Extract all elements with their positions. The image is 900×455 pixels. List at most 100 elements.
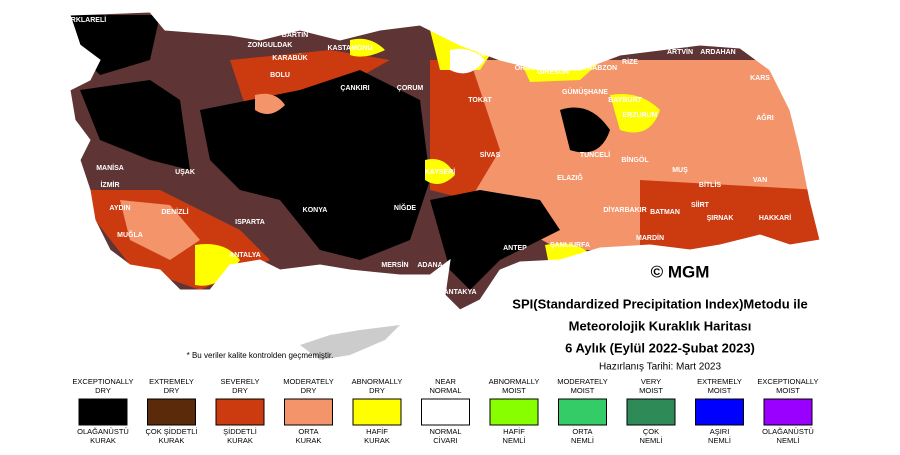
legend-label-tr: KURAK [364, 436, 390, 445]
city-label: MUŞ [672, 167, 688, 174]
city-label: ŞIRNAK [707, 215, 734, 222]
city-label: ÇANKIRI [340, 85, 369, 92]
legend-label-tr: CİVARI [433, 436, 457, 445]
city-label: ORDU [515, 65, 536, 72]
city-label: BOLU [270, 72, 290, 79]
title-line: SPI(Standardized Precipitation Index)Met… [512, 296, 807, 311]
legend-label-en: MODERATELY [557, 377, 608, 386]
title-line: Meteorolojik Kuraklık Haritası [569, 318, 752, 333]
legend-label-tr: NEMLİ [708, 436, 731, 445]
city-label: ÇORUM [397, 85, 424, 92]
legend-label-en: MOIST [502, 386, 526, 395]
city-label: TUNCELİ [580, 151, 610, 159]
city-label: HAKKARİ [759, 214, 791, 222]
city-label: RİZE [622, 58, 638, 66]
city-label: BARTIN [282, 32, 308, 39]
city-label: KIRKLARELİ [64, 16, 106, 24]
city-label: MARDİN [636, 234, 664, 242]
legend-label-en: MOIST [639, 386, 663, 395]
legend-label-en: ABNORMALLY [352, 377, 403, 386]
legend-swatch [558, 398, 607, 426]
city-label: MUĞLA [117, 230, 143, 239]
legend-label-tr: ŞİDDETLİ [223, 427, 257, 436]
city-label: KASTAMONU [328, 45, 373, 52]
legend-label-en: EXCEPTIONALLY [72, 377, 133, 386]
legend-label-en: EXTREMELY [149, 377, 194, 386]
legend-swatch [352, 398, 402, 426]
legend-label-tr: ÇOK ŞİDDETLİ [145, 427, 197, 436]
legend-swatch [147, 398, 196, 426]
city-label: KONYA [303, 207, 328, 214]
legend-label-en: DRY [232, 386, 248, 395]
legend-label-en: EXCEPTIONALLY [757, 377, 818, 386]
city-label: ERZURUM [623, 112, 658, 119]
legend-label-tr: OLAĞANÜSTÜ [77, 427, 129, 436]
city-label: SİNOP [404, 14, 426, 22]
city-label: ARDAHAN [700, 49, 735, 56]
legend-label-en: DRY [301, 386, 317, 395]
legend-label-tr: AŞIRI [710, 427, 730, 436]
city-label: BAYBURT [608, 97, 642, 104]
legend-label-tr: HAFİF [366, 427, 388, 436]
legend-label-tr: NEMLİ [503, 436, 526, 445]
legend-label-tr: KURAK [90, 436, 116, 445]
city-label: SAMSUN [455, 52, 485, 59]
legend-label-en: DRY [95, 386, 111, 395]
legend-label-en: DRY [369, 386, 385, 395]
city-label: BİTLİS [699, 181, 721, 189]
legend-label-tr: NEMLİ [777, 436, 800, 445]
legend-swatch [78, 398, 128, 426]
city-label: KARS [750, 75, 770, 82]
legend-swatch [489, 398, 539, 426]
city-label: GÜMÜŞHANE [562, 87, 608, 96]
legend-label-tr: OLAĞANÜSTÜ [762, 427, 814, 436]
city-label: KAYSERİ [425, 168, 456, 176]
legend-label-en: MOIST [708, 386, 732, 395]
city-label: İZMİR [100, 181, 119, 189]
legend-label-en: ABNORMALLY [489, 377, 540, 386]
legend-label-tr: ÇOK [643, 427, 659, 436]
city-label: ELAZIĞ [557, 173, 583, 182]
legend-label-tr: HAFİF [503, 427, 525, 436]
legend-swatch [284, 398, 333, 426]
legend-label-tr: ORTA [298, 427, 318, 436]
city-label: ARTVİN [667, 48, 693, 56]
city-label: ANTEP [503, 245, 527, 252]
note: * Bu veriler kalite kontrolden geçmemişt… [187, 351, 334, 360]
city-label: DENİZLİ [161, 208, 188, 216]
city-label: UŞAK [175, 169, 195, 176]
city-label: BATMAN [650, 209, 680, 216]
legend-swatch [421, 398, 470, 426]
legend-swatch [763, 398, 813, 426]
city-label: ANTALYA [229, 252, 261, 259]
legend-label-en: EXTREMELY [697, 377, 742, 386]
legend-label-en: VERY [641, 377, 661, 386]
city-label: ANTAKYA [443, 289, 476, 296]
city-label: TOKAT [468, 97, 492, 104]
legend-label-en: NEAR [435, 377, 456, 386]
city-label: ŞANLIURFA [550, 242, 590, 249]
cyprus [300, 325, 400, 360]
city-label: TRABZON [583, 65, 617, 72]
city-label: MERSİN [381, 261, 408, 269]
legend-label-en: MOIST [776, 386, 800, 395]
copyright: © MGM [651, 262, 710, 281]
legend-label-en: MODERATELY [283, 377, 334, 386]
city-label: VAN [753, 177, 767, 184]
legend-label-tr: NORMAL [429, 427, 461, 436]
legend-label-tr: KURAK [159, 436, 185, 445]
legend-swatch [626, 398, 676, 426]
city-label: DİYARBAKIR [603, 206, 646, 214]
legend-label-tr: NEMLİ [571, 436, 594, 445]
legend-label-en: SEVERELY [220, 377, 259, 386]
city-label: SİİRT [691, 201, 710, 209]
legend-label-tr: ORTA [572, 427, 592, 436]
drought-map [70, 12, 820, 310]
city-label: KARABÜK [272, 53, 307, 62]
legend-label-tr: KURAK [227, 436, 253, 445]
title-line: 6 Aylık (Eylül 2022-Şubat 2023) [565, 340, 755, 355]
city-label: AĞRI [756, 113, 774, 122]
legend-label-en: DRY [164, 386, 180, 395]
legend-label-tr: KURAK [296, 436, 322, 445]
